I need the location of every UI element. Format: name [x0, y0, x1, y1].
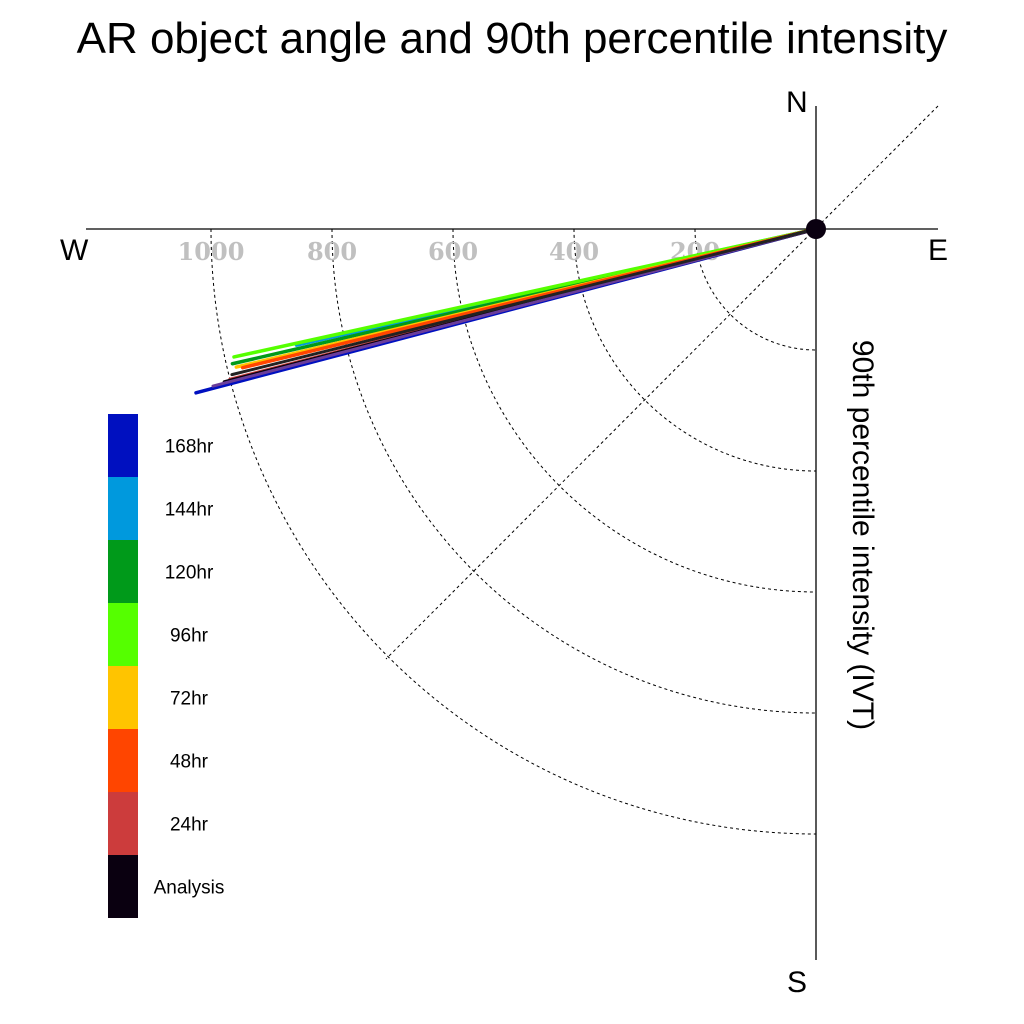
legend-swatch-72hr	[108, 666, 138, 729]
compass-east-label: E	[928, 234, 949, 267]
compass-north-label: N	[786, 86, 808, 119]
legend-label-48hr: 48hr	[170, 752, 209, 773]
legend-swatch-120hr	[108, 540, 138, 603]
legend-swatch-96hr	[108, 603, 138, 666]
y-axis-label: 90th percentile intensity (IVT)	[846, 339, 879, 731]
radial-tick-label-600: 600	[428, 237, 478, 266]
origin-marker	[806, 219, 826, 239]
legend-label-analysis: Analysis	[154, 878, 225, 899]
chart-title: AR object angle and 90th percentile inte…	[76, 14, 948, 63]
legend-label-24hr: 24hr	[170, 815, 209, 836]
grid-arc-1000	[210, 228, 817, 835]
legend-label-120hr: 120hr	[165, 563, 214, 584]
legend-label-96hr: 96hr	[170, 626, 209, 647]
compass-south-label: S	[787, 966, 808, 999]
radial-tick-label-1000: 1000	[178, 237, 245, 266]
legend-swatch-168hr	[108, 414, 138, 477]
compass-west-label: W	[60, 234, 89, 267]
legend-label-72hr: 72hr	[170, 689, 209, 710]
grid-arc-600	[452, 228, 817, 593]
radial-tick-label-400: 400	[549, 237, 599, 266]
radial-tick-label-800: 800	[307, 237, 357, 266]
diagonal-grid-line	[385, 105, 939, 660]
overlay-line-1	[230, 227, 818, 377]
legend-label-144hr: 144hr	[165, 500, 214, 521]
legend-swatch-48hr	[108, 729, 138, 792]
legend-swatch-144hr	[108, 477, 138, 540]
legend-swatch-analysis	[108, 855, 138, 918]
legend-swatch-24hr	[108, 792, 138, 855]
legend-label-168hr: 168hr	[165, 437, 214, 458]
grid-arc-800	[331, 228, 817, 714]
